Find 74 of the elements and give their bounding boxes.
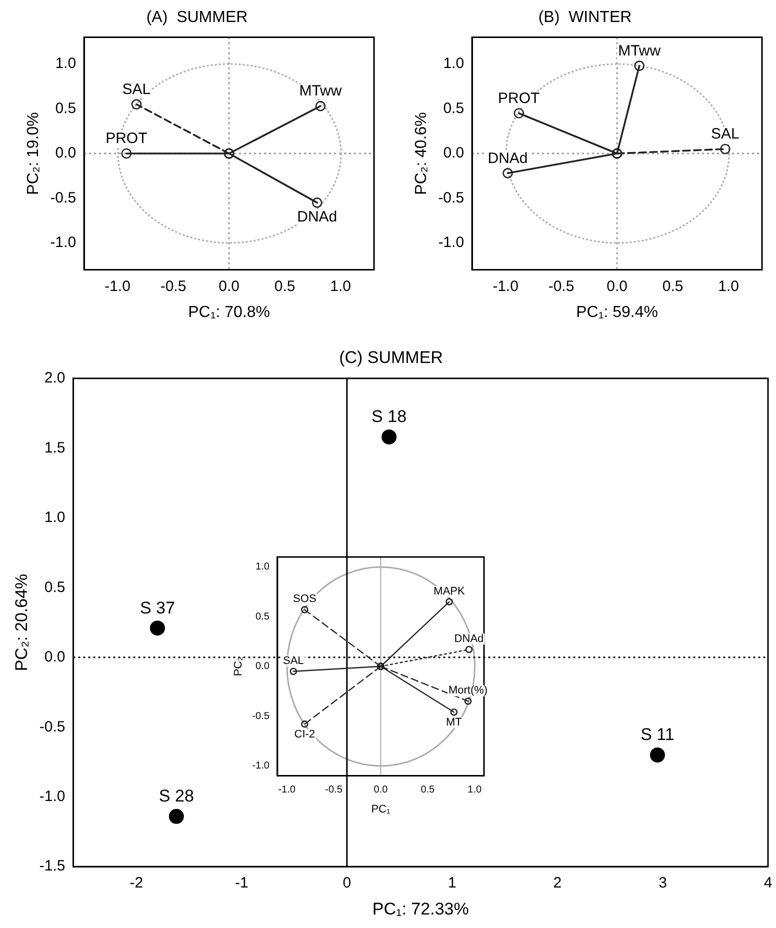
annotation: S 11 <box>640 725 674 744</box>
x-tick-label: -1 <box>235 874 248 892</box>
series-label: SOS <box>293 593 316 606</box>
y-tick-label: 1.0 <box>44 509 66 526</box>
series-label: PROT <box>106 130 148 148</box>
x-tick-label: -2 <box>130 874 144 892</box>
y-tick-label: 0.0 <box>55 144 76 162</box>
x-axis-title: PC₁: 70.8% <box>188 304 270 321</box>
x-axis-title: PC₁: 59.4% <box>576 304 658 321</box>
x-tick-label: 0 <box>342 874 352 892</box>
series-label: DNAd <box>454 633 484 646</box>
series-label: SAL <box>282 654 304 667</box>
x-tick-label: -0.5 <box>160 278 186 295</box>
series-label: PROT <box>498 90 540 107</box>
series-label: MT <box>446 716 462 729</box>
x-tick-label: -0.5 <box>325 784 343 796</box>
series-label: DNAd <box>297 208 338 226</box>
x-tick-label: 1.0 <box>330 278 351 295</box>
x-tick-label: 0.0 <box>606 278 628 295</box>
y-tick-label: 0.5 <box>443 100 464 117</box>
chart-title: (A) SUMMER <box>146 9 248 26</box>
series-label: MAPK <box>434 585 466 598</box>
y-tick-label: 1.0 <box>55 55 76 72</box>
x-tick-label: 0.5 <box>420 784 436 796</box>
x-tick-label: 3 <box>658 874 667 892</box>
x-tick-label: 2 <box>553 874 562 892</box>
series-label: DNAd <box>488 150 528 167</box>
y-tick-label: 0.0 <box>44 648 66 666</box>
x-tick-label: -1.0 <box>104 278 130 295</box>
x-tick-label: 0.0 <box>374 784 388 796</box>
annotation: S 28 <box>158 786 194 806</box>
y-axis-title: PC₂ <box>232 656 245 676</box>
y-tick-label: 0.5 <box>44 578 66 596</box>
y-tick-label: -0.5 <box>438 189 464 206</box>
series-label: CI-2 <box>294 728 316 741</box>
y-tick-label: 0.5 <box>256 611 270 622</box>
y-tick-label: 0.0 <box>443 144 464 162</box>
chart-title: (C) SUMMER <box>339 348 443 367</box>
y-tick-label: -0.5 <box>50 189 76 206</box>
y-tick-label: -1.0 <box>252 760 270 772</box>
x-tick-label: 0.5 <box>662 278 684 295</box>
y-tick-label: 0.5 <box>55 100 76 117</box>
y-tick-label: -1.0 <box>50 234 76 252</box>
y-tick-label: -0.5 <box>39 718 66 736</box>
x-tick-label: 0.0 <box>218 278 240 295</box>
x-axis-title: PC₁ <box>371 803 390 816</box>
y-tick-label: -1.5 <box>39 858 66 875</box>
x-tick-label: 1 <box>448 874 456 892</box>
x-tick-label: 0.5 <box>274 278 296 295</box>
y-tick-label: 1.5 <box>44 439 66 456</box>
annotation: S 18 <box>372 407 407 426</box>
x-tick-label: -1.0 <box>492 278 518 295</box>
chart-title: (B) WINTER <box>538 9 632 26</box>
y-tick-label: 0.0 <box>256 661 270 672</box>
series-label: MTww <box>618 42 661 60</box>
y-tick-label: -0.5 <box>252 710 270 722</box>
x-tick-label: 4 <box>764 874 772 892</box>
series-label: MTww <box>299 82 342 100</box>
series-label: SAL <box>711 126 740 143</box>
x-tick-label: 1.0 <box>468 784 482 796</box>
x-tick-label: -0.5 <box>548 278 574 295</box>
series-label: SAL <box>122 80 151 98</box>
annotation: S 37 <box>140 598 175 618</box>
y-axis-title: PC₂: 20.64% <box>12 574 31 672</box>
y-tick-label: 1.0 <box>256 562 270 573</box>
series-label: Mort(%) <box>448 684 488 697</box>
y-tick-label: 2.0 <box>44 370 66 387</box>
y-axis-title: PC₂: 40.6% <box>413 112 430 195</box>
x-tick-label: -1.0 <box>278 784 296 796</box>
x-tick-label: 1.0 <box>718 278 739 295</box>
y-axis-title: PC₂: 19.0% <box>25 112 42 195</box>
y-tick-label: -1.0 <box>438 234 464 252</box>
y-tick-label: 1.0 <box>443 55 464 72</box>
x-axis-title: PC₁: 72.33% <box>372 899 469 918</box>
